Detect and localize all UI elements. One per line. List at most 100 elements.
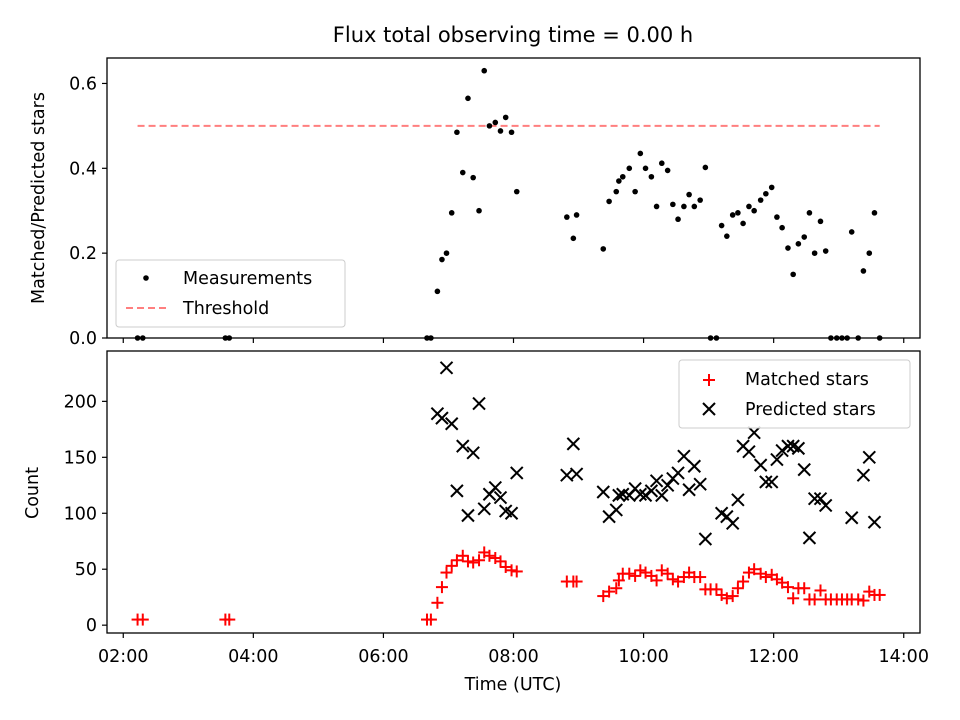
predicted-stars-point	[807, 492, 822, 506]
matched-stars-point	[720, 592, 733, 605]
measurement-point	[470, 174, 476, 181]
measurement-point	[600, 246, 607, 252]
measurement-point	[428, 335, 434, 341]
predicted-stars-point	[660, 478, 675, 492]
measurement-point	[564, 214, 570, 220]
count-x-ticks: 02:00 04:00 06:00 08:00 10:00 12:00 14:00	[98, 633, 929, 667]
measurement-point	[713, 335, 720, 341]
matched-stars-point	[661, 567, 674, 580]
matched-stars-point	[781, 581, 794, 594]
predicted-stars-point	[477, 502, 491, 516]
predicted-stars-point	[781, 439, 795, 453]
measurement-point	[573, 212, 580, 218]
predicted-stars-point	[566, 437, 581, 451]
measurement-point	[424, 335, 430, 341]
measurement-point	[497, 128, 504, 134]
legend-matched-marker	[703, 374, 715, 386]
ratio-y-tick-label: 0.2	[69, 244, 97, 264]
ratio-legend-box	[115, 259, 346, 328]
measurement-point	[779, 224, 785, 231]
matched-stars-point	[808, 593, 821, 606]
predicted-stars-point	[612, 488, 626, 503]
measurement-point	[653, 203, 660, 210]
count-x-tick-label: 04:00	[228, 647, 278, 667]
measurement-point	[513, 188, 520, 195]
matched-stars-point	[623, 567, 636, 580]
measurement-point	[613, 188, 620, 195]
legend-predicted-marker	[702, 402, 716, 416]
measurement-point	[871, 210, 878, 216]
measurement-point	[222, 335, 229, 341]
measurement-point	[434, 288, 441, 295]
measurement-point	[570, 235, 577, 242]
measurement-point	[707, 335, 714, 341]
matched-stars-point	[445, 559, 458, 572]
count-y-axis-label: Count	[23, 467, 43, 519]
matched-stars-point	[461, 555, 474, 568]
count-x-tick-label: 14:00	[879, 647, 929, 667]
ratio-y-tick-label: 0.6	[69, 74, 97, 94]
ratio-y-tick-label: 0.0	[69, 329, 97, 349]
measurement-point	[606, 198, 612, 205]
predicted-stars-point	[644, 484, 659, 498]
count-x-tick-label: 06:00	[358, 647, 408, 667]
predicted-stars-point	[655, 488, 669, 503]
predicted-stars-point	[461, 508, 475, 523]
predicted-stars-point	[759, 475, 773, 489]
predicted-stars-point	[687, 459, 702, 473]
ratio-x-ticks	[122, 338, 905, 343]
measurement-point	[817, 218, 824, 225]
matched-stars-point	[737, 575, 750, 588]
count-y-tick-label: 100	[64, 504, 97, 524]
matched-stars-point	[136, 613, 149, 626]
predicted-stars-point	[856, 468, 871, 482]
ratio-y-axis-label: Matched/Predicted stars	[29, 92, 49, 304]
predicted-stars-point	[445, 417, 459, 431]
measurement-point	[459, 169, 466, 176]
measurement-point	[785, 245, 791, 251]
measurement-point	[751, 207, 757, 214]
matched-stars-point	[873, 588, 886, 601]
matched-stars-point	[798, 582, 811, 595]
count-x-tick-label: 08:00	[488, 647, 538, 667]
count-series	[131, 361, 886, 626]
predicted-stars-point	[456, 439, 470, 453]
matched-stars-point	[440, 566, 453, 579]
measurement-point	[729, 212, 736, 218]
matched-stars-point	[510, 565, 523, 578]
measurement-point	[502, 114, 509, 121]
predicted-stars-point	[747, 425, 761, 440]
predicted-stars-point	[813, 492, 828, 506]
predicted-stars-point	[504, 506, 519, 520]
measurement-point	[664, 167, 671, 174]
measurement-point	[139, 335, 146, 341]
predicted-stars-point	[770, 452, 784, 467]
legend-measurements-label: Measurements	[183, 269, 312, 289]
measurement-point	[740, 220, 746, 227]
predicted-stars-point	[862, 450, 876, 465]
measurement-point	[828, 335, 834, 341]
ratio-panel: Flux total observing time = 0.00 h 0.00.…	[29, 23, 921, 349]
count-legend: Matched stars Predicted stars	[678, 359, 911, 429]
matched-stars-point	[852, 593, 865, 606]
measurement-point	[492, 119, 499, 126]
measurement-point	[681, 203, 687, 210]
legend-matched-label: Matched stars	[745, 370, 869, 390]
legend-predicted-label: Predicted stars	[745, 400, 876, 420]
ratio-legend: Measurements Threshold	[115, 259, 346, 328]
measurement-point	[697, 197, 703, 203]
predicted-stars-point	[753, 458, 768, 472]
predicted-stars-point	[802, 531, 817, 545]
measurement-point	[774, 214, 780, 220]
measurement-point	[768, 184, 775, 191]
measurement-point	[691, 203, 698, 210]
predicted-stars-point	[472, 396, 486, 411]
matched-stars-point	[435, 581, 448, 594]
predicted-stars-point	[731, 493, 745, 507]
measurement-point	[465, 95, 471, 102]
predicted-stars-point	[845, 511, 859, 525]
matched-stars-point	[467, 556, 480, 569]
predicted-stars-point	[649, 474, 664, 488]
predicted-stars-point	[765, 475, 779, 489]
